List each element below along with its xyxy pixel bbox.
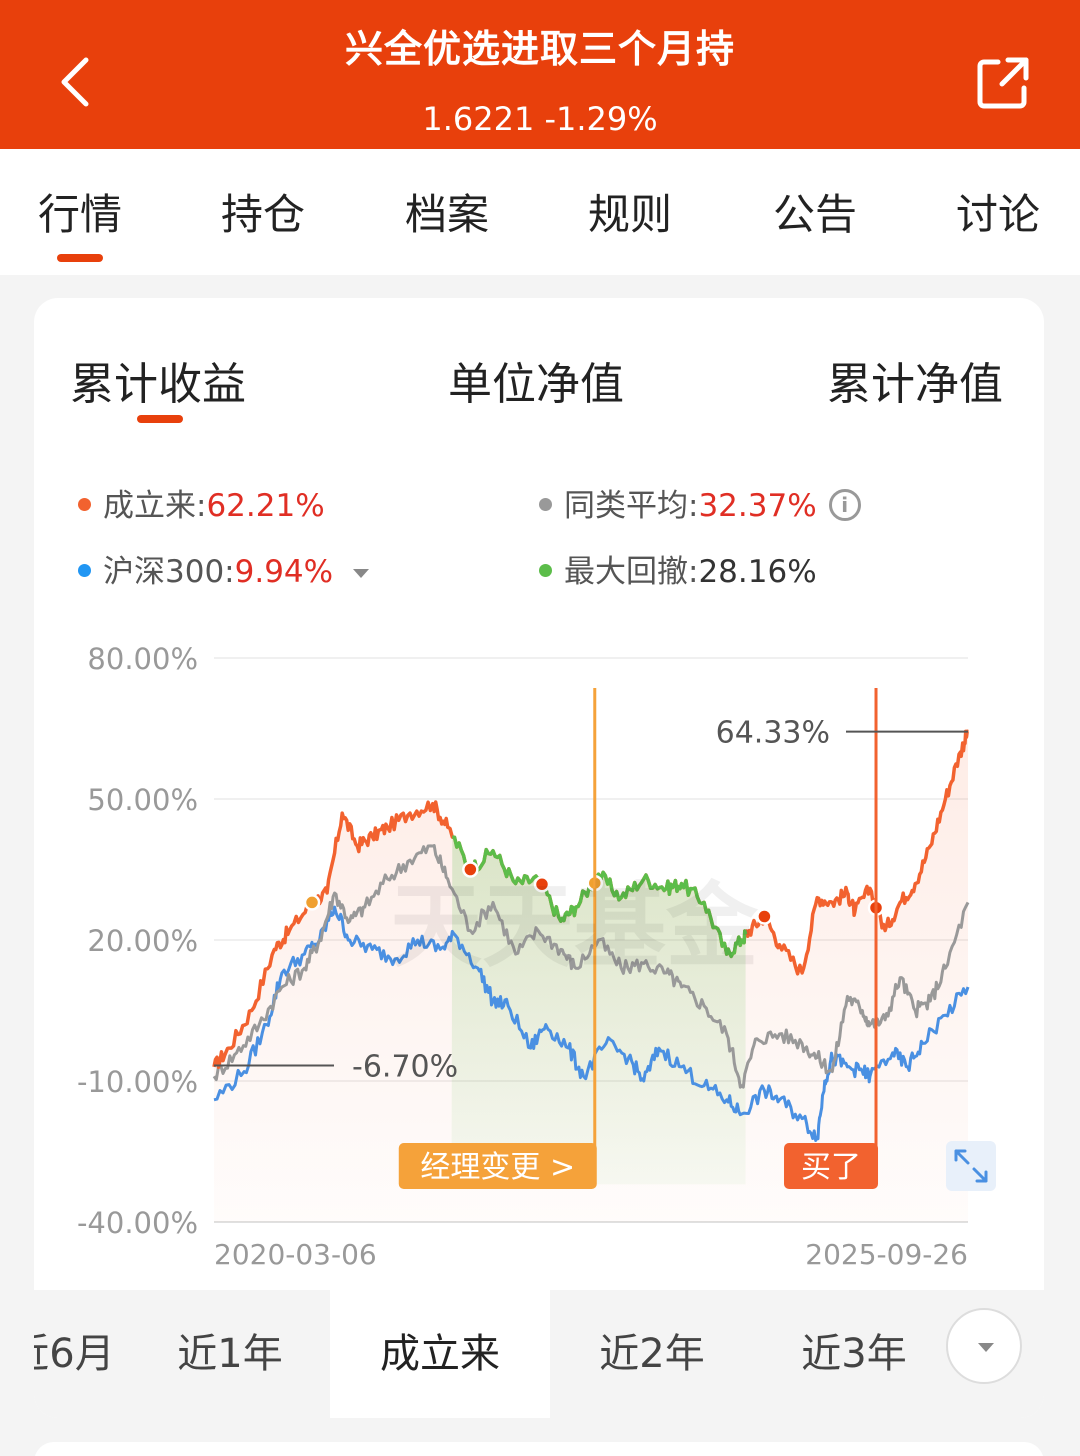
legend-average-label: 同类平均: [564, 488, 699, 524]
watermark: 天天基金 [390, 873, 759, 980]
series-average [212, 844, 970, 1089]
info-icon[interactable]: i [828, 488, 861, 521]
legend-fund: 成立来:62.21% [78, 480, 325, 525]
performance-card: 累计收益 单位净值 累计净值 成立来:62.21% 同类平均:32.37% i 沪… [34, 298, 1044, 1418]
bought-badge[interactable] [784, 1143, 879, 1189]
legend-drawdown-value: 28.16% [698, 554, 817, 590]
chevron-down-icon[interactable] [353, 569, 370, 578]
event-dot[interactable] [533, 876, 551, 893]
period-2y[interactable]: 近2年 [599, 1331, 705, 1377]
min-annotation-label: -6.70% [352, 1049, 458, 1084]
x-end-label: 2025-09-26 [805, 1238, 968, 1271]
event-dot[interactable] [462, 861, 479, 878]
y-tick-label: 20.00% [87, 924, 198, 958]
legend-hs300[interactable]: 沪深300:9.94% [78, 546, 370, 591]
legend-average: 同类平均:32.37% i [539, 480, 861, 525]
tab-profile[interactable]: 档案 [404, 190, 489, 239]
manager-change-label[interactable]: 经理变更 > [420, 1150, 575, 1185]
event-dot[interactable] [756, 908, 773, 925]
subtab-unit-nav[interactable]: 单位净值 [448, 359, 624, 410]
fund-title: 兴全优选进取三个月持 [344, 27, 735, 71]
legend-drawdown-label: 最大回撤: [564, 554, 699, 590]
tab-market[interactable]: 行情 [37, 190, 122, 239]
event-dot[interactable] [303, 894, 321, 911]
y-tick-label: -40.00% [77, 1206, 198, 1240]
more-periods-button[interactable] [946, 1308, 1022, 1384]
legend-hs300-label: 沪深300: [103, 554, 235, 590]
legend-dot-hs300 [78, 564, 91, 577]
share-icon[interactable] [972, 52, 1034, 114]
period-selector: 近6月 近1年 成立来 近2年 近3年 [34, 1290, 1044, 1418]
max-annotation-label: 64.33% [716, 716, 830, 751]
active-tab-indicator [57, 254, 103, 262]
subtab-cumulative-nav[interactable]: 累计净值 [827, 359, 1003, 410]
top-header: 兴全优选进取三个月持 1.6221 -1.29% [0, 0, 1080, 149]
period-1y[interactable]: 近1年 [177, 1331, 283, 1377]
expand-icon[interactable] [946, 1141, 996, 1191]
next-card [34, 1442, 1044, 1456]
series-drawdown [452, 835, 748, 959]
period-6m[interactable]: 近6月 [34, 1331, 115, 1377]
y-tick-label: 80.00% [87, 642, 198, 676]
back-arrow-icon[interactable] [54, 52, 98, 112]
bought-label[interactable]: 买了 [801, 1150, 861, 1185]
active-subtab-indicator [137, 415, 183, 423]
legend-dot-fund [78, 498, 91, 511]
period-since-inception[interactable]: 成立来 [330, 1290, 550, 1418]
legend-average-value: 32.37% [698, 488, 817, 524]
nav-change: 1.6221 -1.29% [422, 100, 658, 138]
tab-discussion[interactable]: 讨论 [955, 190, 1040, 239]
main-tabs: 行情 持仓 档案 规则 公告 讨论 [0, 149, 1080, 275]
period-3y[interactable]: 近3年 [801, 1331, 907, 1377]
tab-rules[interactable]: 规则 [587, 190, 672, 239]
legend-fund-label: 成立来: [103, 488, 207, 524]
legend-dot-average [539, 498, 552, 511]
tab-announcements[interactable]: 公告 [772, 190, 857, 239]
drawdown-area [451, 837, 746, 1185]
legend-fund-value: 62.21% [206, 488, 325, 524]
manager-change-button[interactable] [398, 1143, 597, 1189]
legend-dot-drawdown [539, 564, 552, 577]
series-hs300 [213, 905, 970, 1142]
y-tick-label: -10.00% [77, 1065, 198, 1099]
subtab-cumulative-return[interactable]: 累计收益 [70, 359, 246, 410]
performance-chart[interactable]: 80.00% 50.00% 20.00% -10.00% -40.00% 2020-03-… [34, 298, 1044, 1290]
y-tick-label: 50.00% [87, 783, 198, 817]
x-start-label: 2020-03-06 [214, 1238, 377, 1271]
legend-hs300-value: 9.94% [234, 554, 334, 590]
tab-holdings[interactable]: 持仓 [220, 190, 305, 239]
legend-drawdown: 最大回撤:28.16% [539, 546, 817, 591]
